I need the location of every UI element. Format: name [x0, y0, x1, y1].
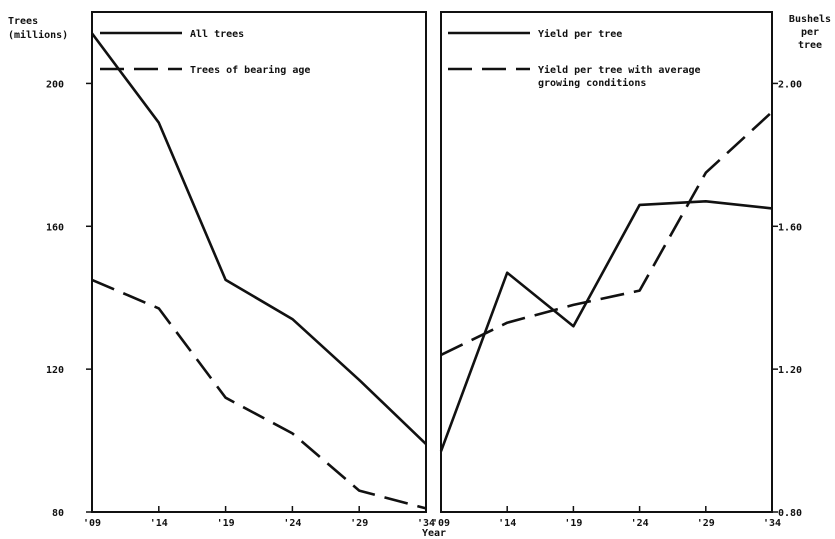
right-xtick-label-5: '34 — [763, 518, 781, 529]
right-series-line-1 — [440, 111, 773, 357]
left-xtick-label-4: '29 — [350, 518, 368, 529]
left-xtick-label-0: '09 — [83, 518, 101, 529]
left-xtick-label-5: '34 — [417, 518, 435, 529]
left-xtick-label-2: '19 — [217, 518, 235, 529]
right-xtick-label-3: '24 — [631, 518, 649, 529]
left-ylabel-line2: (millions) — [8, 29, 68, 41]
left-ytick-label-1: 120 — [46, 365, 64, 376]
right-ytick-label-1: 1.20 — [778, 365, 802, 376]
right-ylabel-line2: per — [801, 27, 819, 38]
right-ytick-label-3: 2.00 — [778, 79, 802, 90]
legend-label-yield: Yield per tree — [538, 28, 622, 40]
x-axis-title: Year — [422, 528, 446, 539]
right-ylabel-line3: tree — [798, 40, 822, 51]
legend-label-yield-avg-line1: Yield per tree with average — [538, 64, 701, 76]
legend-label-yield-avg-line2: growing conditions — [538, 77, 646, 89]
legend-label-all-trees: All trees — [190, 29, 244, 40]
left-ytick-label-0: 80 — [52, 508, 64, 519]
right-xtick-label-0: '09 — [432, 518, 450, 529]
right-xtick-label-2: '19 — [564, 518, 582, 529]
legend-label-trees-bearing: Trees of bearing age — [190, 64, 310, 76]
right-ylabel-line1: Bushels — [789, 14, 831, 25]
right-xtick-label-4: '29 — [697, 518, 715, 529]
left-panel-frame — [91, 11, 427, 513]
right-ytick-label-2: 1.60 — [778, 222, 802, 233]
left-ytick-label-2: 160 — [46, 222, 64, 233]
left-xtick-label-3: '24 — [283, 518, 301, 529]
left-xtick-label-1: '14 — [150, 518, 168, 529]
right-panel-frame — [440, 11, 773, 513]
right-series-line-0 — [439, 200, 773, 452]
left-ylabel-line1: Trees — [8, 16, 38, 27]
right-ytick-label-0: 0.80 — [778, 508, 802, 519]
right-xtick-label-1: '14 — [498, 518, 516, 529]
left-series-line-1 — [91, 278, 427, 510]
left-series-line-0 — [90, 32, 427, 446]
left-ytick-label-3: 200 — [46, 79, 64, 90]
